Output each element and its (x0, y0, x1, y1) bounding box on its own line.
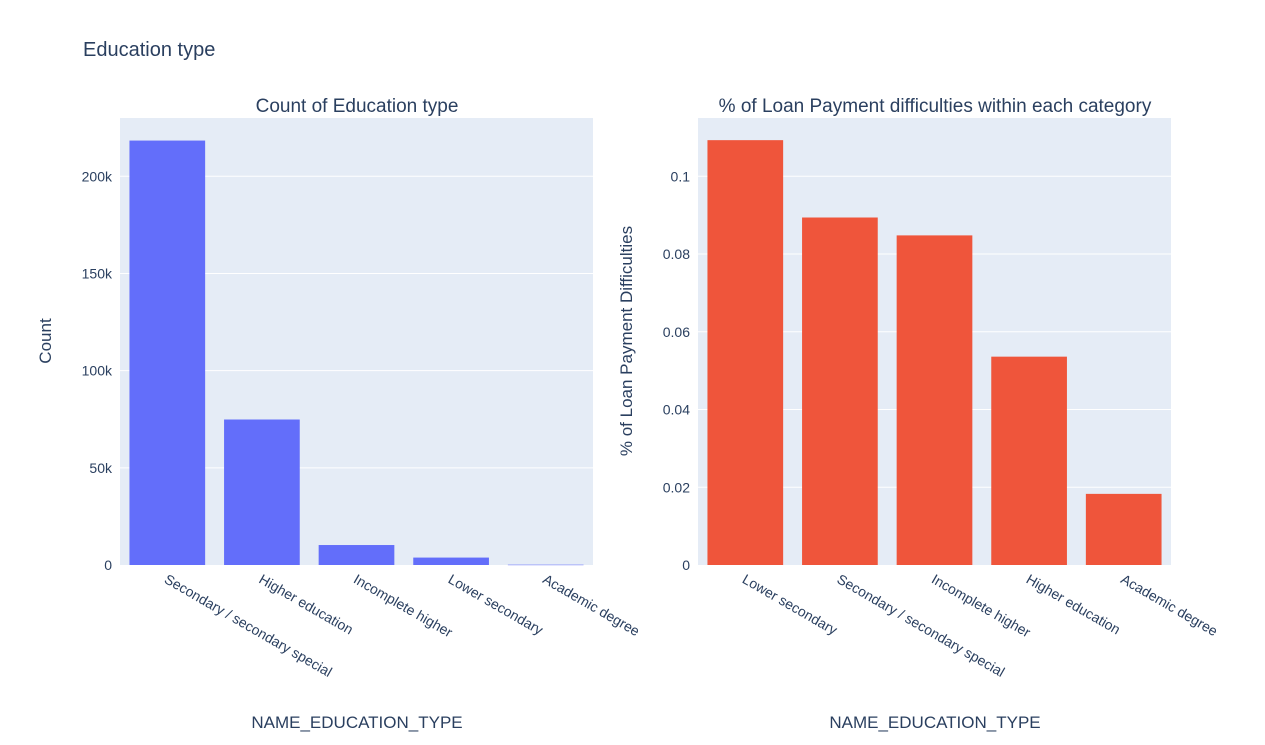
difficulty-chart-bar (707, 140, 784, 566)
difficulty-chart-y-tick-label: 0.08 (663, 246, 690, 262)
difficulty-chart-bar (802, 217, 878, 565)
count-chart-y-axis-title: Count (36, 318, 55, 364)
count-chart-bar (507, 564, 584, 566)
count-chart-x-tick-label: Academic degree (540, 571, 643, 639)
count-chart-panel: 0 50k 100k 150k 200k Secondary / secondary s… (36, 96, 643, 732)
difficulty-chart-bars (707, 140, 1162, 566)
difficulty-chart-y-tick-label: 0.06 (663, 324, 690, 340)
count-chart-bar (413, 557, 489, 565)
count-chart-x-tick-label: Secondary / secondary special (162, 571, 335, 680)
figure-title: Education type (83, 39, 215, 61)
difficulty-chart-y-tick-label: 0 (682, 557, 690, 573)
difficulty-chart-y-tick-label: 0.1 (671, 168, 691, 184)
difficulty-chart-x-tick-label: Secondary / secondary special (834, 571, 1007, 680)
count-chart-x-axis-title: NAME_EDUCATION_TYPE (251, 713, 462, 732)
count-chart-x-tick-label: Lower secondary (446, 571, 546, 638)
difficulty-chart-x-axis-title: NAME_EDUCATION_TYPE (829, 713, 1040, 732)
count-chart-y-tick-label: 200k (82, 168, 113, 184)
count-chart-title: Count of Education type (256, 96, 459, 117)
count-chart-bar (224, 419, 300, 565)
difficulty-chart-x-tick-label: Academic degree (1118, 571, 1221, 639)
count-chart-x-tick-label: Incomplete higher (351, 571, 456, 641)
count-chart-x-tick-label: Higher education (256, 571, 356, 638)
difficulty-chart-y-ticks: 0 0.02 0.04 0.06 0.08 0.1 (663, 168, 690, 573)
difficulty-chart-bar (896, 235, 973, 565)
count-chart-bars (129, 140, 584, 566)
difficulty-chart-y-tick-label: 0.02 (663, 479, 690, 495)
difficulty-chart-panel: 0 0.02 0.04 0.06 0.08 0.1 Lower secondarySeco… (617, 96, 1221, 732)
difficulty-chart-title: % of Loan Payment difficulties within ea… (719, 96, 1152, 117)
difficulty-chart-bar (991, 356, 1067, 565)
count-chart-bar (129, 140, 206, 566)
count-chart-y-ticks: 0 50k 100k 150k 200k (82, 168, 113, 573)
difficulty-chart-bar (1085, 493, 1162, 565)
count-chart-y-tick-label: 0 (104, 557, 112, 573)
count-chart-bar (318, 545, 395, 565)
difficulty-chart-y-axis-title: % of Loan Payment Difficulties (617, 226, 636, 456)
count-chart-y-tick-label: 50k (89, 460, 113, 476)
count-chart-y-tick-label: 150k (82, 265, 113, 281)
difficulty-chart-x-tick-label: Lower secondary (740, 571, 840, 638)
count-chart-y-tick-label: 100k (82, 363, 113, 379)
difficulty-chart-x-tick-label: Higher education (1024, 571, 1124, 638)
difficulty-chart-y-tick-label: 0.04 (663, 402, 690, 418)
